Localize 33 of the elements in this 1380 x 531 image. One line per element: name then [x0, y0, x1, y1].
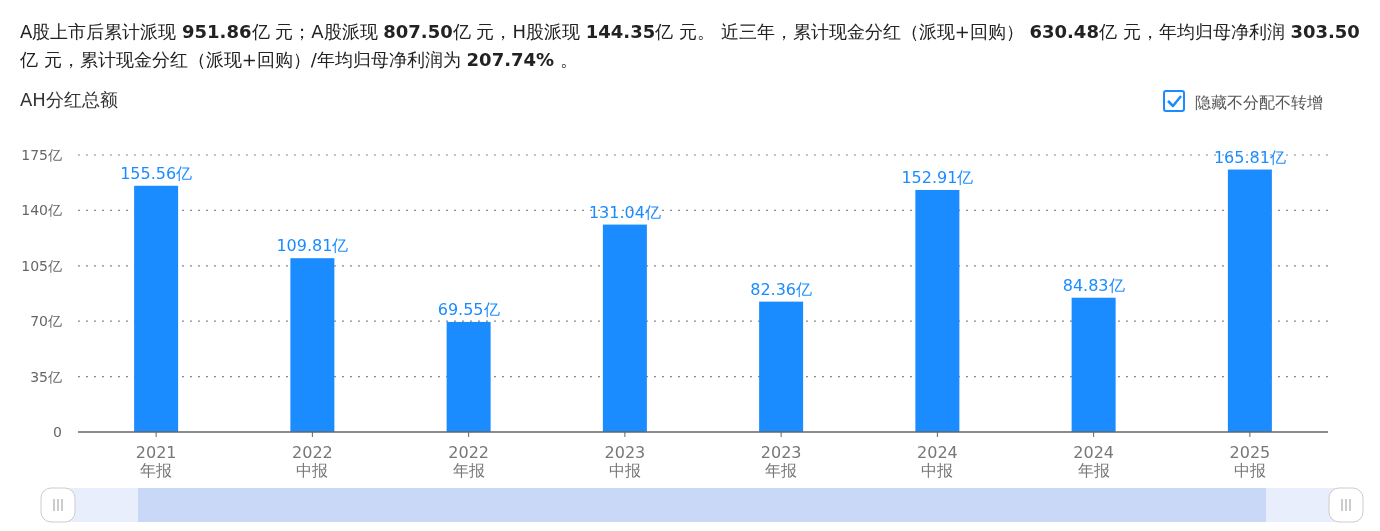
- data-label: 152.91亿: [901, 167, 974, 187]
- x-tick-label: 2022 年报: [448, 443, 489, 480]
- x-tick-label: 2024 年报: [1073, 443, 1114, 480]
- bar: [446, 321, 491, 432]
- bar: [915, 189, 960, 432]
- bar: [1227, 169, 1272, 432]
- y-tick-label: 70亿: [30, 313, 62, 330]
- x-tick-label: 2025 中报: [1229, 443, 1271, 480]
- y-tick-label: 175亿: [21, 147, 62, 163]
- data-label: 109.81亿: [276, 236, 349, 256]
- y-tick-label: 35亿: [30, 368, 62, 385]
- y-tick-label: 140亿: [21, 202, 62, 219]
- data-label: 165.81亿: [1213, 147, 1286, 167]
- y-tick-label: 105亿: [21, 257, 62, 274]
- x-tick-label: 2022 中报: [292, 443, 333, 480]
- bar: [759, 301, 804, 432]
- x-tick-label: 2023 中报: [604, 443, 646, 480]
- x-tick-label: 2023 年报: [760, 443, 802, 480]
- x-tick-label: 2021 年报: [135, 443, 177, 480]
- bar: [290, 258, 335, 432]
- bar: [134, 185, 179, 432]
- y-tick-label: 0: [53, 424, 62, 440]
- chart-title: AH分红总额: [20, 88, 118, 112]
- bar: [1071, 297, 1116, 432]
- data-label: 155.56亿: [120, 163, 193, 183]
- data-label: 69.55亿: [437, 299, 500, 319]
- text: 隐藏不分配不转增: [1195, 93, 1323, 112]
- text: A股上市后累计派现 951.86亿 元；A股派现 807.50亿 元，H股派现 144.35亿 元。 近三年，累计现金分红（派现+回购） 630.48亿 元，年均归母净利润 303.50亿 元，累计现金分红（派现+回购）/年均归母净利润为 207.74% 。: [20, 21, 1360, 70]
- bar: [602, 224, 647, 432]
- data-label: 131.04亿: [588, 202, 661, 222]
- data-label: 82.36亿: [750, 279, 813, 299]
- data-label: 84.83亿: [1062, 275, 1125, 295]
- x-tick-label: 2024 中报: [917, 443, 958, 480]
